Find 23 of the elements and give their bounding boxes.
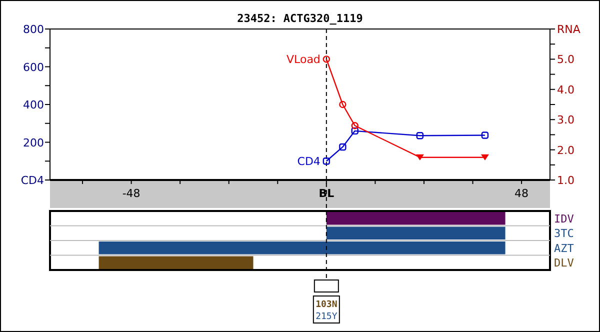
x-tick-label: 48 <box>514 187 529 200</box>
series-label: VLoad <box>286 53 320 66</box>
y-tick-label: CD4 <box>20 174 44 187</box>
series-label: CD4 <box>297 155 320 168</box>
x-tick-label: BL <box>318 187 334 200</box>
y-tick-label: 600 <box>23 60 44 74</box>
y-tick-label: 200 <box>23 136 44 150</box>
y-tick-label: IDV <box>554 212 574 226</box>
text: 215Y <box>316 312 338 322</box>
y-tick-label: DLV <box>554 256 574 270</box>
y2-tick-label: 1.0 <box>557 174 574 187</box>
text: 103N <box>316 300 338 310</box>
y-tick-label: 3TC <box>554 227 574 240</box>
y2-tick-label: RNA <box>557 23 581 36</box>
y-tick-label: AZT <box>554 242 574 255</box>
x-tick-label: -48 <box>122 187 140 200</box>
chart-title: 23452: ACTG320_1119 <box>237 12 363 25</box>
y2-tick-label: 5.0 <box>557 53 574 66</box>
y2-tick-label: 2.0 <box>557 144 574 157</box>
y2-tick-label: 4.0 <box>557 83 574 96</box>
y-tick-label: 800 <box>23 23 44 36</box>
y-tick-label: 400 <box>23 98 44 112</box>
y2-tick-label: 3.0 <box>557 114 574 127</box>
